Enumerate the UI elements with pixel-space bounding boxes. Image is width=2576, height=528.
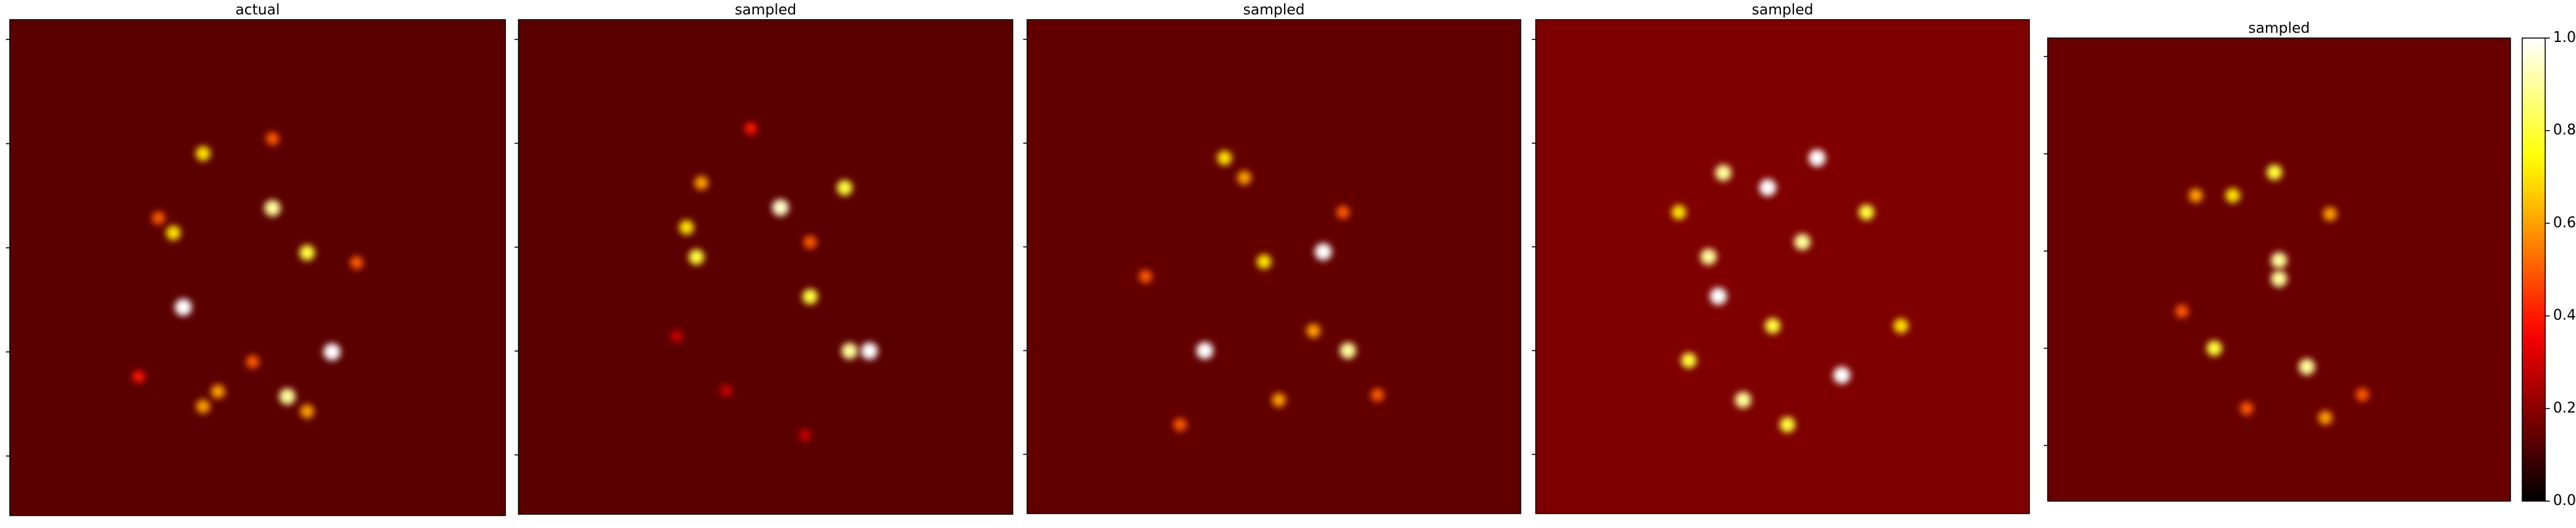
spot [323,343,341,361]
spot [1340,342,1356,359]
spot [2298,358,2315,375]
spot [2271,252,2288,269]
spot [2356,388,2370,401]
panel [1536,20,2029,514]
spot [151,211,165,225]
spot [1858,204,1875,220]
spot [861,342,878,360]
spot [694,176,709,190]
spot [2189,188,2203,203]
panel-frame [9,19,506,516]
spot [1765,318,1781,334]
spot [1306,323,1321,338]
spot [132,370,145,383]
spot [300,404,315,418]
spot [1217,150,1232,166]
spot [1237,171,1251,185]
spot [1715,165,1732,181]
colorbar-tick-label: 0.8 [2553,122,2576,138]
spot [166,225,181,241]
spot [1780,416,1795,433]
spot [744,122,757,135]
spot [1139,270,1152,283]
spot [1794,234,1811,251]
panel [1027,20,1521,514]
spot [771,199,789,216]
spot [802,289,818,305]
spot [2323,207,2337,221]
spot [1734,392,1751,409]
spot [2206,340,2222,356]
spot [2225,188,2240,203]
spot [299,245,315,261]
colorbar-tick-label: 0.0 [2553,493,2576,509]
spot [1371,388,1384,402]
spot [2175,304,2189,318]
colorbar-tick-label: 0.6 [2553,214,2576,231]
panel-frame [518,19,1013,515]
spot [1808,149,1826,167]
panel-title: sampled [1243,2,1305,18]
panel-frame [1535,19,2030,514]
spot [1894,318,1909,334]
spot [1336,205,1350,219]
spot [1709,287,1727,305]
spot [1833,367,1850,384]
spot [720,384,732,397]
panel [518,20,1013,514]
spot [1196,342,1214,359]
spot [1272,393,1286,407]
spot [841,342,858,359]
spot [803,235,817,249]
spot [246,355,260,369]
spot [174,298,192,316]
spot [195,146,211,161]
spot [671,330,683,342]
spot [2267,164,2282,180]
colorbar-tick-label: 1.0 [2553,30,2576,46]
spot [2271,270,2288,287]
spot [2240,401,2254,415]
spot [1671,205,1687,220]
spot [2318,411,2333,425]
spot [1759,179,1776,197]
colorbar-tick-label: 0.2 [2553,400,2576,416]
panel [10,20,505,516]
spot [679,220,694,235]
spot [1173,418,1187,432]
spot [210,384,225,399]
spot [799,429,811,441]
spot [265,132,279,146]
spot [836,180,853,196]
panel-title: actual [235,2,280,18]
spot [688,249,705,265]
panel-background [1027,20,1521,514]
panel-title: sampled [2248,20,2310,37]
spot [279,388,296,405]
panel-frame [2047,37,2511,502]
panel-title: sampled [735,2,796,18]
panel-background [518,20,1013,514]
spot [1700,249,1717,265]
panel-background [1536,20,2029,514]
spot [350,256,364,270]
spot [1681,352,1697,369]
panel-background [10,20,505,516]
panel-frame [1026,19,1521,514]
panel-title: sampled [1752,2,1814,18]
colorbar-tick-label: 0.4 [2553,308,2576,324]
panel-background [2048,38,2510,501]
spot [1257,254,1272,270]
colorbar [2522,37,2546,502]
spot [196,399,210,414]
spot [1314,243,1332,260]
spot [264,199,281,216]
panel [2048,38,2510,501]
